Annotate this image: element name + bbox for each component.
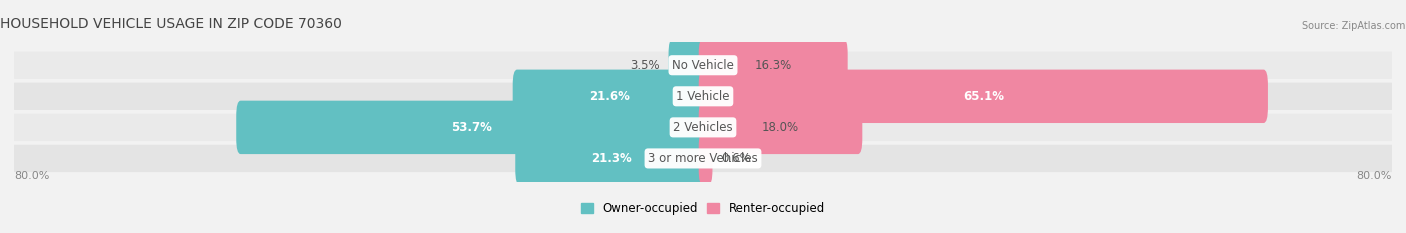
Text: 2 Vehicles: 2 Vehicles: [673, 121, 733, 134]
Text: 18.0%: 18.0%: [762, 121, 799, 134]
FancyBboxPatch shape: [14, 83, 1392, 110]
Text: 53.7%: 53.7%: [451, 121, 492, 134]
FancyBboxPatch shape: [699, 38, 848, 92]
FancyBboxPatch shape: [699, 70, 1268, 123]
Legend: Owner-occupied, Renter-occupied: Owner-occupied, Renter-occupied: [581, 202, 825, 215]
FancyBboxPatch shape: [14, 51, 1392, 79]
FancyBboxPatch shape: [699, 132, 713, 185]
FancyBboxPatch shape: [669, 38, 707, 92]
Text: 3.5%: 3.5%: [630, 59, 659, 72]
Text: 21.6%: 21.6%: [589, 90, 630, 103]
Text: No Vehicle: No Vehicle: [672, 59, 734, 72]
Text: HOUSEHOLD VEHICLE USAGE IN ZIP CODE 70360: HOUSEHOLD VEHICLE USAGE IN ZIP CODE 7036…: [0, 17, 342, 31]
Text: 80.0%: 80.0%: [14, 171, 49, 181]
FancyBboxPatch shape: [513, 70, 707, 123]
FancyBboxPatch shape: [515, 132, 707, 185]
Text: 80.0%: 80.0%: [1357, 171, 1392, 181]
FancyBboxPatch shape: [14, 145, 1392, 172]
Text: 21.3%: 21.3%: [591, 152, 631, 165]
Text: 1 Vehicle: 1 Vehicle: [676, 90, 730, 103]
Text: 3 or more Vehicles: 3 or more Vehicles: [648, 152, 758, 165]
Text: 65.1%: 65.1%: [963, 90, 1004, 103]
Text: 16.3%: 16.3%: [755, 59, 792, 72]
Text: 0.6%: 0.6%: [721, 152, 751, 165]
FancyBboxPatch shape: [14, 114, 1392, 141]
FancyBboxPatch shape: [236, 101, 707, 154]
Text: Source: ZipAtlas.com: Source: ZipAtlas.com: [1302, 21, 1406, 31]
FancyBboxPatch shape: [699, 101, 862, 154]
